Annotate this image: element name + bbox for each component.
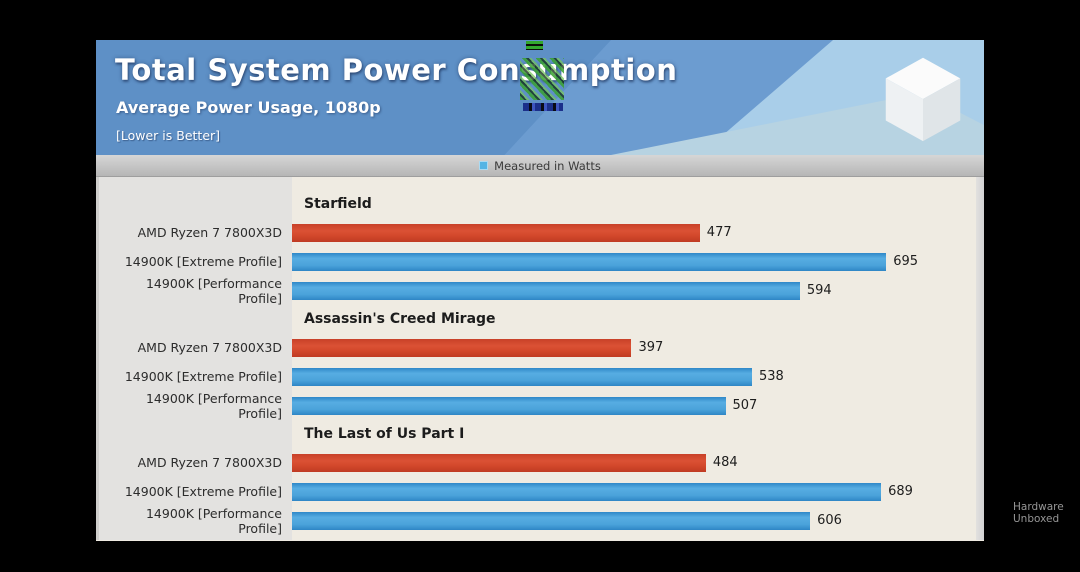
- power-bar: [292, 252, 887, 271]
- label-gutter: [99, 177, 292, 540]
- chart-title: Total System Power Consumption: [115, 53, 678, 87]
- legend-bar: Measured in Watts: [96, 155, 984, 177]
- legend-swatch-icon: [479, 161, 489, 170]
- cpu-label: 14900K [Extreme Profile]: [124, 484, 282, 499]
- cpu-label: 14900K [Performance Profile]: [145, 505, 282, 536]
- cpu-label: 14900K [Extreme Profile]: [124, 254, 282, 269]
- bar-value: 606: [817, 513, 842, 528]
- chart-header: Total System Power Consumption Average P…: [96, 40, 984, 155]
- bar-value: 695: [893, 254, 919, 269]
- group-title: Starfield: [304, 196, 372, 212]
- bar-value: 477: [706, 225, 732, 240]
- video-glitch-artifact: [526, 41, 543, 50]
- power-bar: [292, 453, 706, 472]
- bar-area: 538: [292, 362, 976, 391]
- legend-label: Measured in Watts: [494, 158, 601, 173]
- bar-row: AMD Ryzen 7 7800X3D 397: [99, 333, 984, 362]
- chart-groups: Starfield AMD Ryzen 7 7800X3D 477 14900K [E…: [99, 190, 984, 536]
- hardware-unboxed-cube-logo-icon: [874, 47, 972, 147]
- cpu-label: 14900K [Performance Profile]: [145, 275, 282, 306]
- bar-value: 538: [758, 369, 784, 384]
- chart-subtitle: Average Power Usage, 1080p: [116, 98, 381, 117]
- cpu-label: AMD Ryzen 7 7800X3D: [137, 455, 282, 470]
- bar-row: 14900K [Performance Profile] 507: [99, 390, 984, 421]
- cpu-label: 14900K [Performance Profile]: [145, 390, 282, 421]
- bar-value: 484: [712, 455, 738, 470]
- bar-row: AMD Ryzen 7 7800X3D 477: [99, 218, 984, 247]
- bar-row: 14900K [Extreme Profile] 538: [99, 362, 984, 391]
- cpu-label: AMD Ryzen 7 7800X3D: [137, 340, 282, 355]
- channel-watermark: Hardware Unboxed: [1013, 501, 1064, 525]
- bar-area: 689: [292, 477, 976, 506]
- group-title-row: Starfield: [99, 190, 984, 218]
- power-bar: [292, 511, 811, 530]
- bar-row: 14900K [Performance Profile] 606: [99, 505, 984, 536]
- bar-area: 507: [292, 391, 976, 420]
- power-bar: [292, 223, 700, 242]
- bar-area: 606: [292, 506, 976, 535]
- bar-area: 695: [292, 247, 976, 276]
- bar-row: 14900K [Extreme Profile] 695: [99, 247, 984, 276]
- bar-row: AMD Ryzen 7 7800X3D 484: [99, 448, 984, 477]
- bar-area: 397: [292, 333, 976, 362]
- bar-value: 689: [888, 484, 913, 499]
- chart-right-strip: [976, 177, 984, 540]
- watermark-line2: Unboxed: [1013, 513, 1060, 525]
- bar-area: 594: [292, 276, 976, 305]
- group-title: The Last of Us Part I: [304, 426, 465, 442]
- power-bar: [292, 482, 882, 501]
- chart-panel: Total System Power Consumption Average P…: [96, 40, 984, 541]
- lower-is-better-note: [Lower is Better]: [116, 128, 221, 143]
- power-bar: [292, 367, 752, 386]
- group-title-row: Assassin's Creed Mirage: [99, 305, 984, 333]
- bar-value: 594: [806, 283, 832, 298]
- power-bar: [292, 281, 800, 300]
- cpu-label: AMD Ryzen 7 7800X3D: [137, 225, 282, 240]
- bar-area: 477: [292, 218, 976, 247]
- bar-chart: Starfield AMD Ryzen 7 7800X3D 477 14900K [E…: [96, 177, 984, 540]
- bar-value: 507: [732, 398, 758, 413]
- bar-area: 484: [292, 448, 976, 477]
- power-bar: [292, 396, 726, 415]
- group-title-row: The Last of Us Part I: [99, 420, 984, 448]
- cpu-label: 14900K [Extreme Profile]: [124, 369, 282, 384]
- bar-value: 397: [638, 340, 664, 355]
- bar-row: 14900K [Extreme Profile] 689: [99, 477, 984, 506]
- watermark-line1: Hardware: [1013, 501, 1064, 513]
- group-title: Assassin's Creed Mirage: [304, 311, 496, 327]
- power-bar: [292, 338, 632, 357]
- bar-row: 14900K [Performance Profile] 594: [99, 275, 984, 306]
